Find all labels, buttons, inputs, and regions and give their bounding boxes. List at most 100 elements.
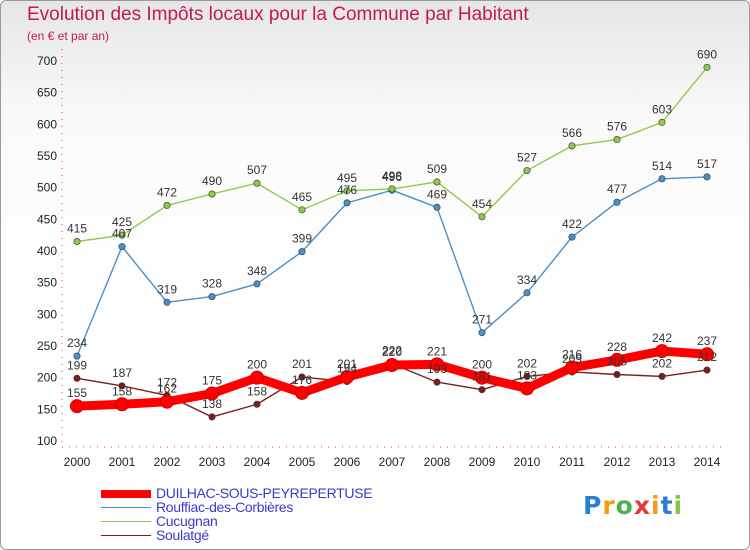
y-tick-label: 200	[37, 371, 57, 385]
data-label: 242	[652, 331, 672, 345]
y-tick-label: 100	[37, 434, 57, 448]
data-point	[115, 397, 129, 412]
data-point	[298, 206, 306, 214]
data-label: 399	[292, 232, 312, 246]
data-label: 415	[67, 222, 87, 236]
data-label: 202	[652, 356, 672, 370]
data-label: 199	[67, 358, 87, 372]
data-point	[520, 381, 534, 396]
legend-swatch-duilhac	[101, 490, 151, 498]
legend-swatch-soulatge	[101, 535, 151, 536]
legend-swatch-cucugnan	[101, 521, 151, 522]
data-point	[118, 231, 126, 239]
data-point	[565, 360, 579, 375]
data-point	[118, 382, 126, 390]
data-label: 690	[697, 47, 717, 61]
data-point	[250, 370, 264, 385]
data-label: 202	[517, 356, 537, 370]
x-tick-label: 2011	[559, 455, 585, 469]
data-point	[253, 400, 261, 408]
data-point	[160, 394, 174, 409]
data-point	[208, 413, 216, 421]
data-label: 201	[337, 357, 357, 371]
data-label: 205	[607, 355, 627, 369]
x-tick-label: 2012	[604, 455, 631, 469]
legend-swatch-rouffiac	[101, 507, 151, 508]
logo-letter: r	[602, 491, 616, 520]
data-label: 566	[562, 126, 582, 140]
data-point	[658, 118, 666, 126]
y-tick-label: 550	[37, 149, 57, 163]
x-tick-label: 2009	[469, 455, 496, 469]
y-tick-label: 600	[37, 117, 57, 131]
data-label: 496	[382, 170, 402, 184]
data-point	[298, 373, 306, 381]
y-tick-label: 150	[37, 402, 57, 416]
data-point	[523, 372, 531, 380]
data-point	[73, 238, 81, 246]
legend-label-rouffiac: Rouffiac-des-Corbières	[156, 499, 294, 515]
data-point	[73, 352, 81, 360]
x-tick-label: 2002	[154, 455, 181, 469]
data-label: 495	[337, 171, 357, 185]
data-point	[613, 370, 621, 378]
data-point	[205, 386, 219, 401]
data-point	[523, 289, 531, 297]
data-point	[703, 63, 711, 71]
y-tick-label: 700	[37, 54, 57, 68]
logo-letter: P	[583, 491, 603, 520]
y-tick-label: 350	[37, 276, 57, 290]
chart-subtitle: (en € et par an)	[27, 29, 110, 43]
data-point	[478, 213, 486, 221]
data-label: 201	[292, 357, 312, 371]
logo-letter: x	[633, 491, 651, 520]
data-point	[610, 352, 624, 367]
series-1	[73, 173, 711, 360]
data-label: 221	[427, 344, 447, 358]
data-label: 422	[562, 217, 582, 231]
data-label: 216	[562, 348, 582, 362]
data-point	[433, 178, 441, 186]
y-tick-label: 650	[37, 86, 57, 100]
data-label: 200	[472, 358, 492, 372]
data-label: 527	[517, 151, 537, 165]
data-point	[208, 293, 216, 301]
data-point	[433, 378, 441, 386]
data-point	[340, 370, 354, 385]
data-label: 454	[472, 197, 492, 211]
data-label: 176	[292, 373, 312, 387]
data-point	[118, 243, 126, 251]
data-label: 175	[202, 374, 222, 388]
data-label: 194	[337, 361, 357, 375]
data-label: 477	[607, 182, 627, 196]
data-label: 319	[157, 282, 177, 296]
data-label: 271	[472, 313, 492, 327]
data-label: 162	[157, 382, 177, 396]
data-label: 187	[112, 366, 132, 380]
data-label: 234	[67, 336, 87, 350]
x-tick-label: 2005	[289, 455, 316, 469]
y-tick-label: 300	[37, 307, 57, 321]
data-point	[568, 233, 576, 241]
logo-letter: t	[660, 491, 674, 520]
x-tick-label: 2000	[64, 455, 91, 469]
series-line	[76, 66, 708, 243]
data-label: 476	[337, 183, 357, 197]
x-tick-label: 2014	[694, 455, 721, 469]
data-point	[613, 136, 621, 144]
data-label: 155	[67, 386, 87, 400]
data-label: 469	[427, 187, 447, 201]
data-label: 209	[562, 352, 582, 366]
data-point	[658, 175, 666, 183]
x-tick-label: 2006	[334, 455, 361, 469]
x-tick-label: 2007	[379, 455, 406, 469]
data-point	[343, 187, 351, 195]
x-tick-label: 2003	[199, 455, 226, 469]
data-label: 507	[247, 163, 267, 177]
data-label: 158	[247, 384, 267, 398]
x-tick-label: 2010	[514, 455, 541, 469]
data-point	[73, 374, 81, 382]
data-label: 212	[697, 350, 717, 364]
series-2	[73, 63, 711, 246]
